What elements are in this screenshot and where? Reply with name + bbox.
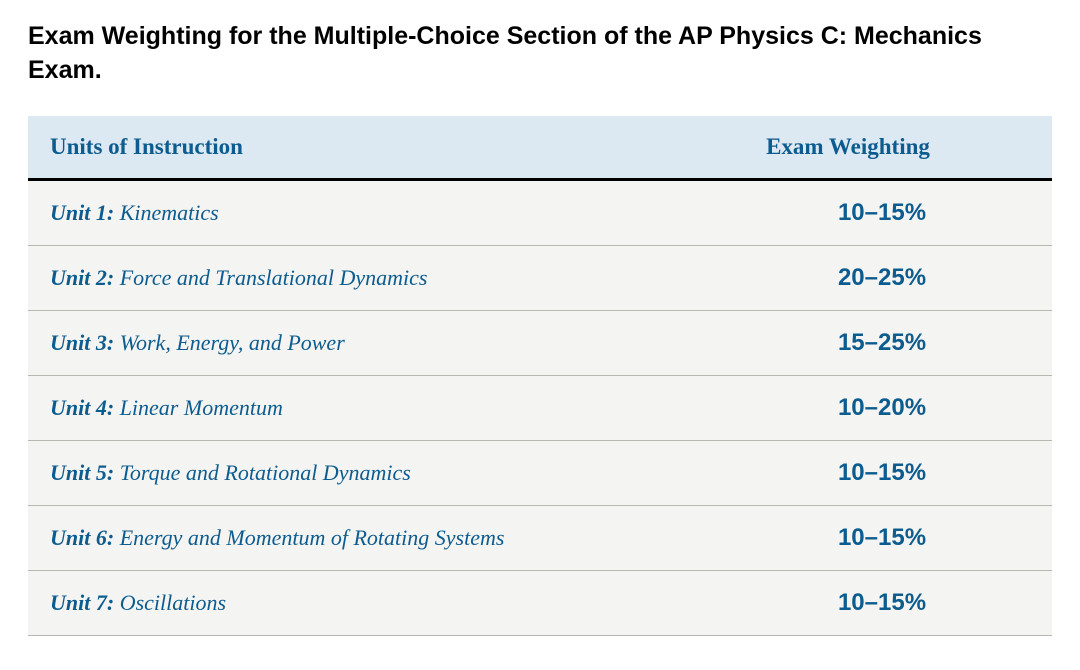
unit-topic: Linear Momentum <box>120 395 283 420</box>
weight-value: 10–15% <box>712 440 1052 505</box>
table-row: Unit 6: Energy and Momentum of Rotating … <box>28 505 1052 570</box>
unit-label: Unit 7: <box>50 590 114 615</box>
unit-label: Unit 4: <box>50 395 114 420</box>
weight-value: 10–15% <box>712 179 1052 245</box>
table-row: Unit 4: Linear Momentum 10–20% <box>28 375 1052 440</box>
exam-weighting-table: Units of Instruction Exam Weighting Unit… <box>28 116 1052 636</box>
unit-topic: Force and Translational Dynamics <box>120 265 428 290</box>
weight-value: 20–25% <box>712 245 1052 310</box>
page-title: Exam Weighting for the Multiple-Choice S… <box>28 20 1052 88</box>
table-row: Unit 1: Kinematics 10–15% <box>28 179 1052 245</box>
weight-value: 15–25% <box>712 310 1052 375</box>
unit-cell: Unit 3: Work, Energy, and Power <box>28 310 712 375</box>
unit-label: Unit 5: <box>50 460 114 485</box>
weight-value: 10–15% <box>712 505 1052 570</box>
unit-topic: Kinematics <box>120 200 219 225</box>
header-units: Units of Instruction <box>28 116 712 180</box>
unit-cell: Unit 7: Oscillations <box>28 570 712 635</box>
weight-value: 10–20% <box>712 375 1052 440</box>
table-row: Unit 7: Oscillations 10–15% <box>28 570 1052 635</box>
unit-label: Unit 2: <box>50 265 114 290</box>
table-header-row: Units of Instruction Exam Weighting <box>28 116 1052 180</box>
unit-cell: Unit 1: Kinematics <box>28 179 712 245</box>
unit-topic: Work, Energy, and Power <box>120 330 345 355</box>
unit-cell: Unit 5: Torque and Rotational Dynamics <box>28 440 712 505</box>
unit-cell: Unit 6: Energy and Momentum of Rotating … <box>28 505 712 570</box>
unit-cell: Unit 4: Linear Momentum <box>28 375 712 440</box>
unit-topic: Energy and Momentum of Rotating Systems <box>120 525 505 550</box>
unit-cell: Unit 2: Force and Translational Dynamics <box>28 245 712 310</box>
unit-label: Unit 6: <box>50 525 114 550</box>
table-row: Unit 2: Force and Translational Dynamics… <box>28 245 1052 310</box>
table-row: Unit 3: Work, Energy, and Power 15–25% <box>28 310 1052 375</box>
weight-value: 10–15% <box>712 570 1052 635</box>
unit-topic: Oscillations <box>120 590 226 615</box>
unit-label: Unit 1: <box>50 200 114 225</box>
unit-topic: Torque and Rotational Dynamics <box>120 460 411 485</box>
header-weighting: Exam Weighting <box>712 116 1052 180</box>
unit-label: Unit 3: <box>50 330 114 355</box>
table-row: Unit 5: Torque and Rotational Dynamics 1… <box>28 440 1052 505</box>
